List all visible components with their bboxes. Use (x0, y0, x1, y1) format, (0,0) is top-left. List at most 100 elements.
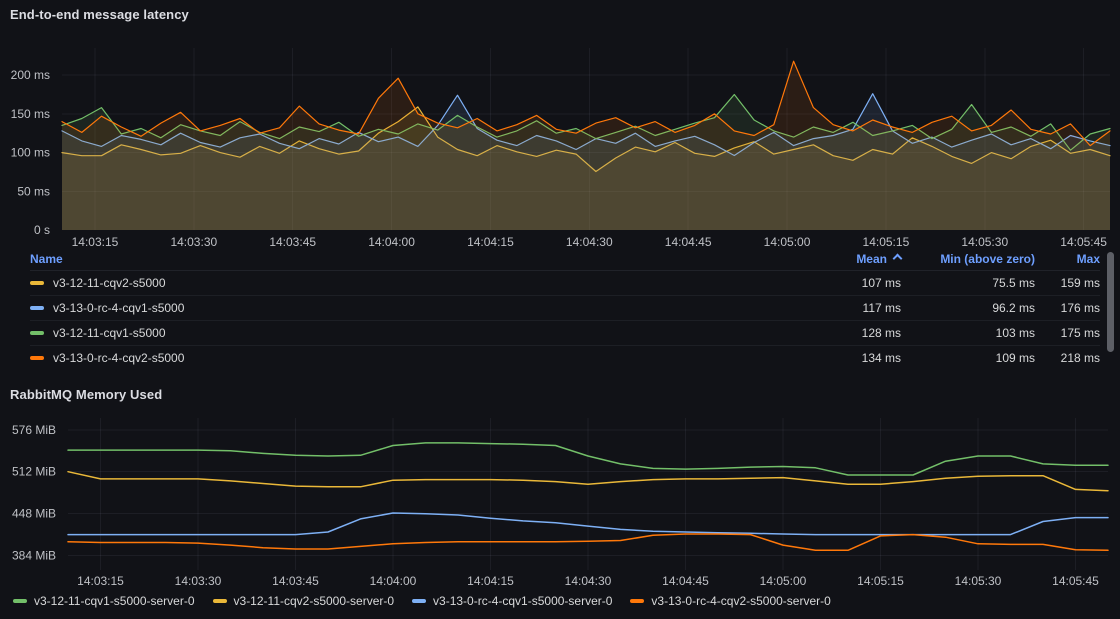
cell-max: 218 ms (1060, 351, 1100, 365)
column-header-name[interactable]: Name (30, 252, 63, 266)
x-tick-label: 14:03:15 (72, 235, 119, 248)
y-tick-label: 150 ms (11, 107, 50, 121)
legend-color-swatch (212, 599, 227, 603)
series-line-v3-12-11-cqv2-s5000-server-0 (67, 470, 1109, 492)
series-color-swatch (30, 331, 44, 335)
legend-item[interactable]: v3-13-0-rc-4-cqv1-s5000-server-0 (412, 594, 612, 608)
latency-legend-table: Name Mean Min (above zero) Max v3-12-11-… (0, 248, 1120, 370)
series-line-v3-13-0-rc-4-cqv2-s5000 (61, 60, 1111, 147)
table-row[interactable]: v3-13-0-rc-4-cqv2-s5000 134 ms 109 ms 218 m… (30, 346, 1100, 370)
panel-memory: RabbitMQ Memory Used 14:03:15 14:03:30 14:… (0, 375, 1120, 617)
cell-mean: 128 ms (861, 326, 901, 340)
legend-item[interactable]: v3-13-0-rc-4-cqv2-s5000-server-0 (630, 594, 831, 608)
y-tick-label: 200 ms (11, 68, 50, 82)
y-tick-label: 512 MiB (12, 465, 56, 479)
x-tick-label: 14:03:45 (272, 574, 319, 588)
legend-label: v3-13-0-rc-4-cqv2-s5000-server-0 (651, 594, 831, 608)
series-line-v3-13-0-rc-4-cqv2-s5000-server-0 (67, 533, 1109, 552)
table-scrollbar-thumb[interactable] (1107, 252, 1114, 352)
cell-mean: 107 ms (861, 276, 901, 290)
series-name-label: v3-12-11-cqv1-s5000 (53, 326, 166, 340)
series-fill-v3-13-0-rc-4-cqv1-s5000 (62, 93, 1110, 230)
latency-table-header: Name Mean Min (above zero) Max (30, 248, 1100, 271)
cell-mean: 134 ms (861, 351, 901, 365)
cell-max: 159 ms (1060, 276, 1100, 290)
series-fill-v3-12-11-cqv2-s5000 (62, 106, 1110, 230)
series-name-label: v3-12-11-cqv2-s5000 (53, 276, 166, 290)
cell-min-above-zero: 109 ms (995, 351, 1035, 365)
series-line-v3-12-11-cqv1-s5000 (61, 93, 1111, 151)
series-line-v3-12-11-cqv2-s5000 (61, 106, 1111, 173)
x-tick-label: 14:05:30 (955, 574, 1002, 588)
series-name-label: v3-13-0-rc-4-cqv1-s5000 (53, 301, 185, 315)
series-color-swatch (30, 306, 44, 310)
table-row[interactable]: v3-12-11-cqv2-s5000 107 ms 75.5 ms 159 ms (30, 271, 1100, 296)
column-header-mean-label: Mean (856, 252, 887, 266)
series-name-cell[interactable]: v3-12-11-cqv2-s5000 (30, 276, 781, 290)
x-tick-label: 14:03:30 (170, 235, 217, 248)
legend-label: v3-12-11-cqv1-s5000-server-0 (34, 594, 195, 608)
panel-latency: End-to-end message latency 14:03:15 14:03… (0, 7, 1120, 370)
legend-item[interactable]: v3-12-11-cqv2-s5000-server-0 (212, 594, 395, 608)
x-tick-label: 14:05:15 (863, 235, 910, 248)
series-color-swatch (30, 281, 44, 285)
series-name-cell[interactable]: v3-13-0-rc-4-cqv1-s5000 (30, 301, 781, 315)
x-tick-label: 14:04:30 (566, 235, 613, 248)
cell-max: 175 ms (1060, 326, 1100, 340)
x-tick-label: 14:04:15 (467, 574, 514, 588)
cell-min-above-zero: 96.2 ms (992, 301, 1035, 315)
memory-legend: v3-12-11-cqv1-s5000-server-0 v3-12-11-cqv… (13, 594, 831, 608)
series-name-cell[interactable]: v3-12-11-cqv1-s5000 (30, 326, 781, 340)
x-tick-label: 14:04:00 (368, 235, 415, 248)
y-tick-label: 384 MiB (12, 549, 56, 563)
cell-max: 176 ms (1060, 301, 1100, 315)
latency-chart: 14:03:15 14:03:30 14:03:45 14:04:00 14:04:15… (11, 48, 1111, 248)
x-tick-label: 14:04:15 (467, 235, 514, 248)
cell-min-above-zero: 103 ms (995, 326, 1035, 340)
y-tick-label: 50 ms (17, 184, 50, 198)
x-tick-label: 14:03:15 (77, 574, 124, 588)
legend-label: v3-12-11-cqv2-s5000-server-0 (233, 594, 395, 608)
series-line-v3-12-11-cqv1-s5000-server-0 (67, 442, 1109, 476)
legend-label: v3-13-0-rc-4-cqv1-s5000-server-0 (433, 594, 613, 608)
x-tick-label: 14:05:45 (1052, 574, 1099, 588)
y-tick-label: 100 ms (11, 146, 50, 160)
x-tick-label: 14:04:00 (370, 574, 417, 588)
latency-table-body: v3-12-11-cqv2-s5000 107 ms 75.5 ms 159 ms v3… (30, 271, 1100, 370)
legend-color-swatch (13, 599, 27, 603)
column-header-min-above-zero[interactable]: Min (above zero) (940, 252, 1035, 266)
y-tick-label: 0 s (34, 223, 50, 237)
table-row[interactable]: v3-12-11-cqv1-s5000 128 ms 103 ms 175 ms (30, 321, 1100, 346)
x-tick-label: 14:05:00 (760, 574, 807, 588)
series-line-v3-13-0-rc-4-cqv1-s5000-server-0 (67, 512, 1109, 536)
x-tick-label: 14:05:30 (961, 235, 1008, 248)
table-row[interactable]: v3-13-0-rc-4-cqv1-s5000 117 ms 96.2 ms 176 … (30, 296, 1100, 321)
x-tick-label: 14:04:45 (662, 574, 709, 588)
series-color-swatch (30, 356, 44, 360)
legend-color-swatch (412, 599, 427, 603)
x-tick-label: 14:04:30 (565, 574, 612, 588)
panel-title-memory[interactable]: RabbitMQ Memory Used (10, 387, 163, 402)
column-header-max[interactable]: Max (1076, 252, 1100, 266)
series-name-label: v3-13-0-rc-4-cqv2-s5000 (53, 351, 185, 365)
cell-mean: 117 ms (862, 301, 901, 315)
series-name-cell[interactable]: v3-13-0-rc-4-cqv2-s5000 (30, 351, 781, 365)
series-fill-v3-12-11-cqv1-s5000 (62, 94, 1110, 230)
x-tick-label: 14:05:15 (857, 574, 904, 588)
legend-color-swatch (630, 599, 645, 603)
x-tick-label: 14:05:45 (1060, 235, 1107, 248)
series-fill-v3-13-0-rc-4-cqv2-s5000 (62, 61, 1110, 231)
legend-item[interactable]: v3-12-11-cqv1-s5000-server-0 (13, 594, 195, 608)
y-tick-label: 448 MiB (12, 507, 56, 521)
cell-min-above-zero: 75.5 ms (992, 276, 1035, 290)
column-header-mean[interactable]: Mean (781, 252, 903, 266)
y-tick-label: 576 MiB (12, 423, 56, 437)
x-tick-label: 14:03:45 (269, 235, 316, 248)
x-tick-label: 14:03:30 (175, 574, 222, 588)
memory-chart: 14:03:15 14:03:30 14:03:45 14:04:00 14:04:15… (12, 418, 1109, 588)
x-tick-label: 14:05:00 (764, 235, 811, 248)
panel-title-latency[interactable]: End-to-end message latency (10, 7, 189, 22)
series-line-v3-13-0-rc-4-cqv1-s5000 (61, 93, 1111, 157)
x-tick-label: 14:04:45 (665, 235, 712, 248)
